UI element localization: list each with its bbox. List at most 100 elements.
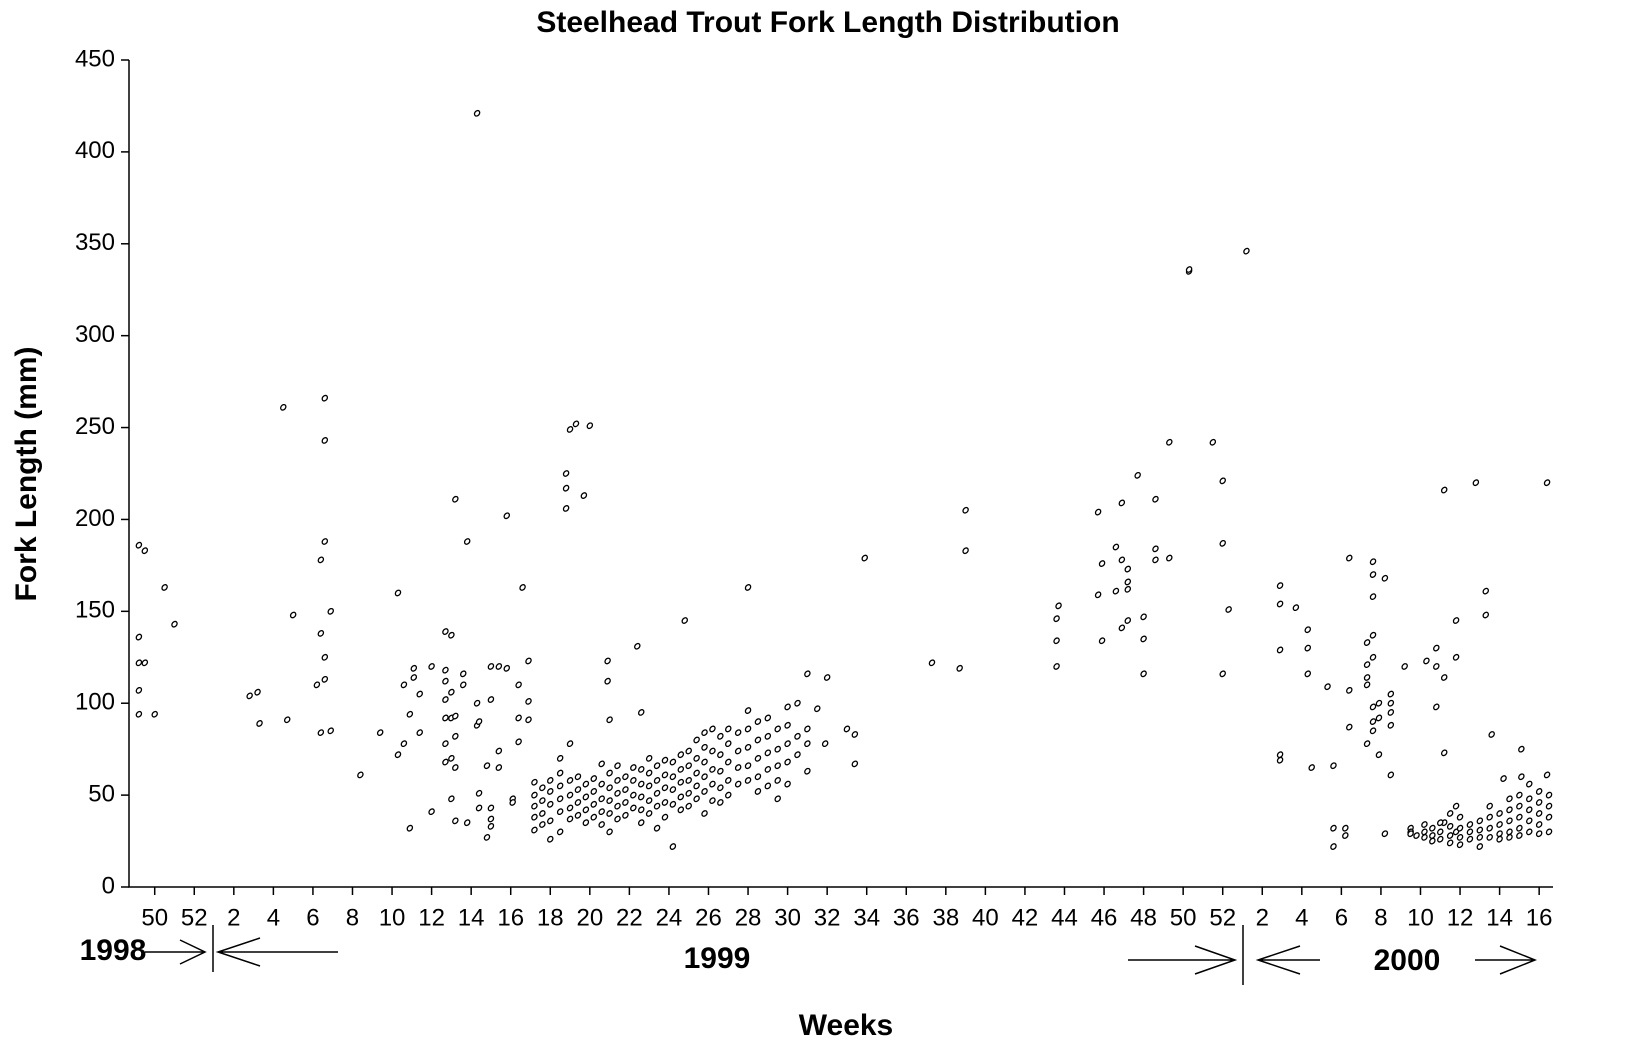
data-point (823, 674, 831, 681)
data-point (1304, 644, 1312, 652)
data-point (135, 659, 143, 667)
data-point (547, 835, 554, 843)
data-point (693, 782, 700, 790)
data-point (1456, 841, 1464, 849)
data-point (1516, 791, 1523, 799)
data-point (515, 681, 522, 689)
data-point (637, 765, 645, 773)
data-point (539, 784, 546, 792)
data-point (246, 692, 253, 700)
data-point (487, 822, 495, 830)
data-point (1440, 486, 1448, 494)
data-point (1118, 499, 1126, 507)
data-point (519, 584, 526, 591)
data-point (321, 394, 329, 402)
data-point (1452, 653, 1460, 661)
data-point (1506, 795, 1513, 803)
data-point (442, 740, 449, 748)
x-tick-label: 10 (1407, 904, 1434, 931)
data-point (321, 538, 329, 545)
y-tick-label: 250 (75, 413, 115, 440)
data-point (428, 808, 435, 816)
data-point (135, 686, 143, 694)
data-point (1545, 791, 1553, 799)
data-point (637, 819, 645, 827)
data-point (400, 681, 408, 689)
data-point (653, 777, 661, 784)
data-point (547, 817, 554, 825)
data-point (956, 664, 963, 672)
data-point (566, 777, 574, 784)
data-point (566, 804, 574, 812)
data-point (1055, 602, 1062, 610)
data-point (843, 725, 851, 733)
data-point (614, 789, 621, 797)
data-point (754, 736, 762, 744)
data-point (151, 710, 158, 718)
data-point (531, 778, 538, 786)
data-point (725, 777, 732, 784)
data-point (547, 800, 554, 808)
data-point (1496, 821, 1503, 828)
data-point (1342, 824, 1349, 832)
data-point (630, 791, 637, 799)
data-point (1482, 587, 1490, 595)
data-point (483, 762, 491, 770)
data-point (525, 716, 532, 724)
data-point (442, 696, 449, 703)
data-point (406, 824, 414, 832)
data-point (582, 780, 590, 788)
y-tick-label: 200 (75, 505, 115, 532)
data-point (661, 799, 669, 806)
data-point (562, 470, 570, 477)
x-tick-label: 32 (814, 904, 841, 931)
data-point (1369, 571, 1377, 578)
data-point (1375, 714, 1383, 722)
data-point (709, 725, 716, 733)
data-point (1488, 731, 1495, 738)
x-tick-label: 2 (1256, 904, 1269, 931)
data-point (693, 795, 700, 803)
data-point (1476, 843, 1484, 850)
data-point (693, 736, 700, 744)
data-point (1421, 828, 1428, 836)
data-point (566, 791, 574, 799)
data-point (634, 642, 641, 650)
data-point (503, 664, 511, 672)
data-point (1369, 631, 1377, 639)
data-point (653, 789, 661, 797)
data-point (1456, 833, 1464, 841)
data-point (622, 799, 629, 806)
data-point (442, 758, 449, 766)
data-point (1330, 824, 1337, 832)
data-point (661, 756, 669, 764)
x-tick-label: 52 (181, 904, 208, 931)
x-tick-label: 14 (1486, 904, 1513, 931)
data-point (1363, 661, 1371, 669)
data-point (590, 775, 598, 782)
data-point (661, 813, 669, 821)
y-tick-label: 150 (75, 597, 115, 624)
data-point (448, 795, 455, 803)
x-tick-label: 26 (695, 904, 722, 931)
data-point (685, 747, 692, 755)
data-point (764, 732, 772, 740)
data-point (1387, 709, 1395, 716)
data-point (754, 773, 762, 781)
data-point (321, 437, 329, 444)
data-point (539, 821, 546, 828)
data-point (669, 843, 677, 850)
data-point (1152, 495, 1159, 503)
data-point (606, 797, 613, 805)
data-point (1446, 810, 1454, 817)
data-point (1124, 617, 1132, 624)
data-point (1387, 721, 1395, 729)
data-point (661, 784, 669, 792)
data-point (556, 782, 564, 790)
data-point (928, 659, 936, 667)
data-point (717, 767, 724, 775)
data-point (1545, 802, 1553, 810)
data-point (1456, 813, 1464, 821)
data-point (734, 780, 742, 788)
x-tick-label: 44 (1051, 904, 1078, 931)
